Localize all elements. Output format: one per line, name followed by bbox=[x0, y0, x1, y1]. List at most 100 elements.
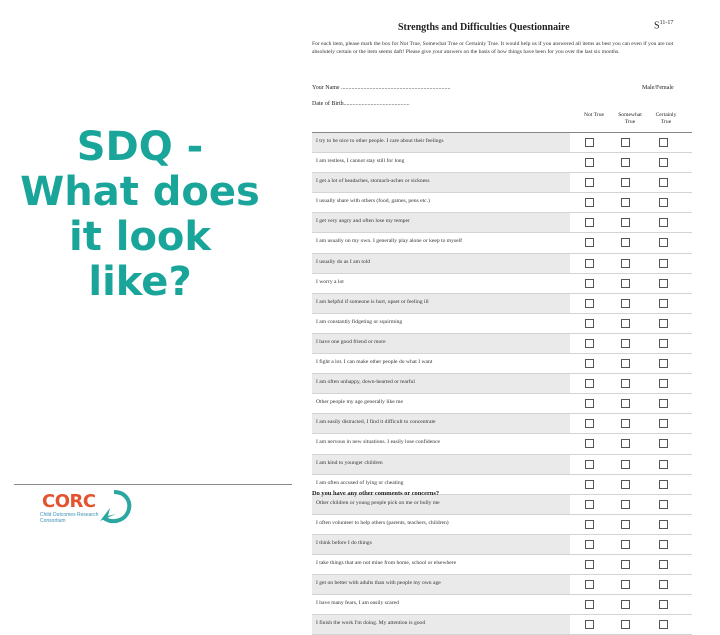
not-true-checkbox[interactable] bbox=[585, 479, 594, 489]
list-item: I think before I do things bbox=[312, 534, 692, 555]
certainly-true-checkbox[interactable] bbox=[659, 600, 668, 610]
not-true-checkbox[interactable] bbox=[585, 399, 594, 409]
dob-field[interactable]: Date of Birth...........................… bbox=[312, 101, 410, 107]
certainly-true-checkbox[interactable] bbox=[659, 359, 668, 369]
somewhat-true-checkbox[interactable] bbox=[621, 559, 630, 569]
somewhat-true-checkbox[interactable] bbox=[621, 580, 630, 590]
not-true-checkbox[interactable] bbox=[585, 238, 594, 248]
item-statement: I get very angry and often lose my tempe… bbox=[316, 218, 410, 225]
somewhat-true-checkbox[interactable] bbox=[621, 419, 630, 429]
code-age-range: 11-17 bbox=[659, 20, 674, 26]
certainly-true-checkbox[interactable] bbox=[659, 519, 668, 529]
list-item: I get a lot of headaches, stomach-aches … bbox=[312, 173, 692, 194]
not-true-checkbox[interactable] bbox=[585, 198, 594, 208]
certainly-true-checkbox[interactable] bbox=[659, 419, 668, 429]
certainly-true-checkbox[interactable] bbox=[659, 238, 668, 248]
certainly-true-checkbox[interactable] bbox=[659, 559, 668, 569]
somewhat-true-checkbox[interactable] bbox=[621, 178, 630, 188]
somewhat-true-checkbox[interactable] bbox=[621, 138, 630, 147]
certainly-true-checkbox[interactable] bbox=[659, 218, 668, 228]
logo-swoosh-icon bbox=[100, 490, 132, 524]
not-true-checkbox[interactable] bbox=[585, 338, 594, 348]
not-true-checkbox[interactable] bbox=[585, 318, 594, 328]
certainly-true-checkbox[interactable] bbox=[659, 198, 668, 208]
item-statement: Other children or young people pick on m… bbox=[316, 499, 440, 506]
not-true-checkbox[interactable] bbox=[585, 620, 594, 630]
somewhat-true-checkbox[interactable] bbox=[621, 600, 630, 610]
not-true-checkbox[interactable] bbox=[585, 379, 594, 389]
somewhat-true-checkbox[interactable] bbox=[621, 198, 630, 208]
certainly-true-checkbox[interactable] bbox=[659, 178, 668, 188]
name-field[interactable]: Your Name ..............................… bbox=[312, 85, 451, 91]
list-item: I am helpful if someone is hurt, upset o… bbox=[312, 293, 692, 314]
certainly-true-checkbox[interactable] bbox=[659, 278, 668, 288]
certainly-true-checkbox[interactable] bbox=[659, 379, 668, 389]
not-true-checkbox[interactable] bbox=[585, 258, 594, 268]
certainly-true-checkbox[interactable] bbox=[659, 580, 668, 590]
somewhat-true-checkbox[interactable] bbox=[621, 318, 630, 328]
somewhat-true-checkbox[interactable] bbox=[621, 258, 630, 268]
not-true-checkbox[interactable] bbox=[585, 600, 594, 610]
not-true-checkbox[interactable] bbox=[585, 158, 594, 168]
certainly-true-checkbox[interactable] bbox=[659, 338, 668, 348]
list-item: I am easily distracted, I find it diffic… bbox=[312, 414, 692, 435]
list-item: I am kind to younger children bbox=[312, 454, 692, 475]
somewhat-true-checkbox[interactable] bbox=[621, 158, 630, 168]
certainly-true-checkbox[interactable] bbox=[659, 539, 668, 549]
list-item: I am restless, I cannot stay still for l… bbox=[312, 153, 692, 174]
somewhat-true-checkbox[interactable] bbox=[621, 519, 630, 529]
somewhat-true-checkbox[interactable] bbox=[621, 359, 630, 369]
certainly-true-checkbox[interactable] bbox=[659, 620, 668, 630]
somewhat-true-checkbox[interactable] bbox=[621, 459, 630, 469]
certainly-true-checkbox[interactable] bbox=[659, 479, 668, 489]
item-statement: I am often accused of lying or cheating bbox=[316, 479, 404, 486]
not-true-checkbox[interactable] bbox=[585, 539, 594, 549]
certainly-true-checkbox[interactable] bbox=[659, 439, 668, 449]
questionnaire-code: S11-17 bbox=[654, 20, 673, 31]
not-true-checkbox[interactable] bbox=[585, 580, 594, 590]
somewhat-true-checkbox[interactable] bbox=[621, 379, 630, 389]
somewhat-true-checkbox[interactable] bbox=[621, 298, 630, 308]
not-true-checkbox[interactable] bbox=[585, 519, 594, 529]
somewhat-true-checkbox[interactable] bbox=[621, 539, 630, 549]
not-true-checkbox[interactable] bbox=[585, 359, 594, 369]
item-statement: I get a lot of headaches, stomach-aches … bbox=[316, 178, 430, 185]
column-header-certainly-true: Certainly True bbox=[655, 112, 677, 125]
certainly-true-checkbox[interactable] bbox=[659, 298, 668, 308]
certainly-true-checkbox[interactable] bbox=[659, 499, 668, 509]
list-item: I am nervous in new situations. I easily… bbox=[312, 434, 692, 455]
certainly-true-checkbox[interactable] bbox=[659, 158, 668, 168]
certainly-true-checkbox[interactable] bbox=[659, 459, 668, 469]
not-true-checkbox[interactable] bbox=[585, 178, 594, 188]
not-true-checkbox[interactable] bbox=[585, 499, 594, 509]
somewhat-true-checkbox[interactable] bbox=[621, 238, 630, 248]
certainly-true-checkbox[interactable] bbox=[659, 138, 668, 147]
somewhat-true-checkbox[interactable] bbox=[621, 499, 630, 509]
not-true-checkbox[interactable] bbox=[585, 419, 594, 429]
not-true-checkbox[interactable] bbox=[585, 138, 594, 147]
not-true-checkbox[interactable] bbox=[585, 459, 594, 469]
not-true-checkbox[interactable] bbox=[585, 218, 594, 228]
somewhat-true-checkbox[interactable] bbox=[621, 278, 630, 288]
somewhat-true-checkbox[interactable] bbox=[621, 439, 630, 449]
slide-title-line: it look bbox=[68, 214, 212, 260]
certainly-true-checkbox[interactable] bbox=[659, 258, 668, 268]
list-item: I usually do as I am told bbox=[312, 253, 692, 274]
somewhat-true-checkbox[interactable] bbox=[621, 338, 630, 348]
not-true-checkbox[interactable] bbox=[585, 559, 594, 569]
logo-text: CORC bbox=[42, 491, 96, 512]
list-item: I usually share with others (food, games… bbox=[312, 193, 692, 214]
slide-title-line: What does bbox=[20, 169, 260, 215]
somewhat-true-checkbox[interactable] bbox=[621, 218, 630, 228]
sex-field[interactable]: Male/Female bbox=[642, 85, 674, 91]
item-statement: Other people my age generally like me bbox=[316, 399, 403, 406]
not-true-checkbox[interactable] bbox=[585, 439, 594, 449]
not-true-checkbox[interactable] bbox=[585, 298, 594, 308]
certainly-true-checkbox[interactable] bbox=[659, 399, 668, 409]
certainly-true-checkbox[interactable] bbox=[659, 318, 668, 328]
somewhat-true-checkbox[interactable] bbox=[621, 399, 630, 409]
somewhat-true-checkbox[interactable] bbox=[621, 479, 630, 489]
item-statement: I have one good friend or more bbox=[316, 338, 386, 345]
not-true-checkbox[interactable] bbox=[585, 278, 594, 288]
somewhat-true-checkbox[interactable] bbox=[621, 620, 630, 630]
